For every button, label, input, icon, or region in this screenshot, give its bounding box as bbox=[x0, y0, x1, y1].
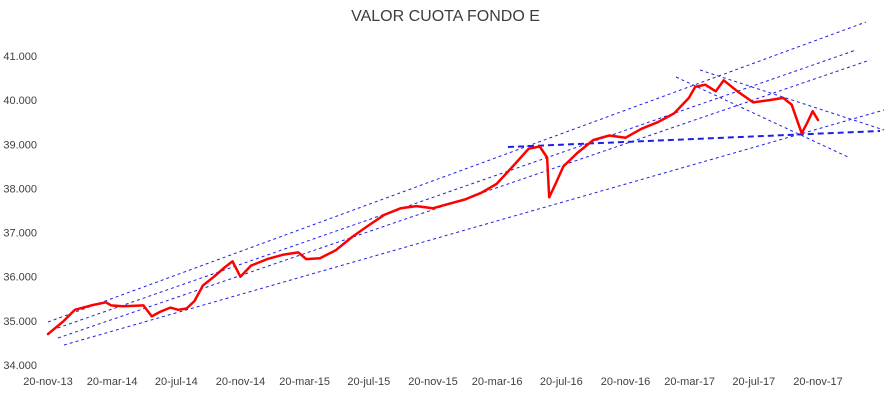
y-tick-label: 40.000 bbox=[3, 95, 37, 107]
x-tick-label: 20-nov-13 bbox=[23, 376, 73, 388]
chart-title: VALOR CUOTA FONDO E bbox=[351, 8, 540, 25]
x-tick-label: 20-nov-16 bbox=[601, 376, 651, 388]
x-tick-label: 20-mar-14 bbox=[87, 376, 138, 388]
trend-line bbox=[63, 109, 885, 346]
trend-line bbox=[699, 69, 885, 131]
x-tick-label: 20-jul-17 bbox=[732, 376, 775, 388]
x-tick-label: 20-jul-14 bbox=[155, 376, 198, 388]
trend-line bbox=[507, 130, 881, 148]
y-tick-label: 37.000 bbox=[3, 228, 37, 240]
x-tick-label: 20-nov-14 bbox=[216, 376, 266, 388]
y-tick-label: 39.000 bbox=[3, 139, 37, 151]
x-tick-label: 20-jul-15 bbox=[347, 376, 390, 388]
y-tick-label: 35.000 bbox=[3, 316, 37, 328]
y-tick-label: 38.000 bbox=[3, 183, 37, 195]
trend-line bbox=[47, 21, 867, 323]
trendlines-group bbox=[47, 21, 885, 346]
series-group bbox=[46, 79, 820, 336]
x-axis-ticks: 20-nov-13 20-mar-14 20-jul-14 20-nov-14 20-m… bbox=[23, 376, 843, 388]
x-tick-label: 20-mar-16 bbox=[472, 376, 523, 388]
y-tick-label: 41.000 bbox=[3, 51, 37, 63]
trend-line bbox=[675, 76, 849, 158]
y-tick-label: 36.000 bbox=[3, 272, 37, 284]
trend-line bbox=[51, 49, 857, 331]
x-tick-label: 20-nov-17 bbox=[793, 376, 843, 388]
series-line bbox=[46, 79, 820, 336]
x-tick-label: 20-jul-16 bbox=[540, 376, 583, 388]
y-axis-ticks: 34.000 35.000 36.000 37.000 38.000 39.000 40.0… bbox=[3, 51, 37, 372]
x-tick-label: 20-nov-15 bbox=[408, 376, 458, 388]
x-tick-label: 20-mar-15 bbox=[279, 376, 330, 388]
x-tick-label: 20-mar-17 bbox=[664, 376, 715, 388]
y-tick-label: 34.000 bbox=[3, 360, 37, 372]
trend-line bbox=[57, 59, 871, 339]
